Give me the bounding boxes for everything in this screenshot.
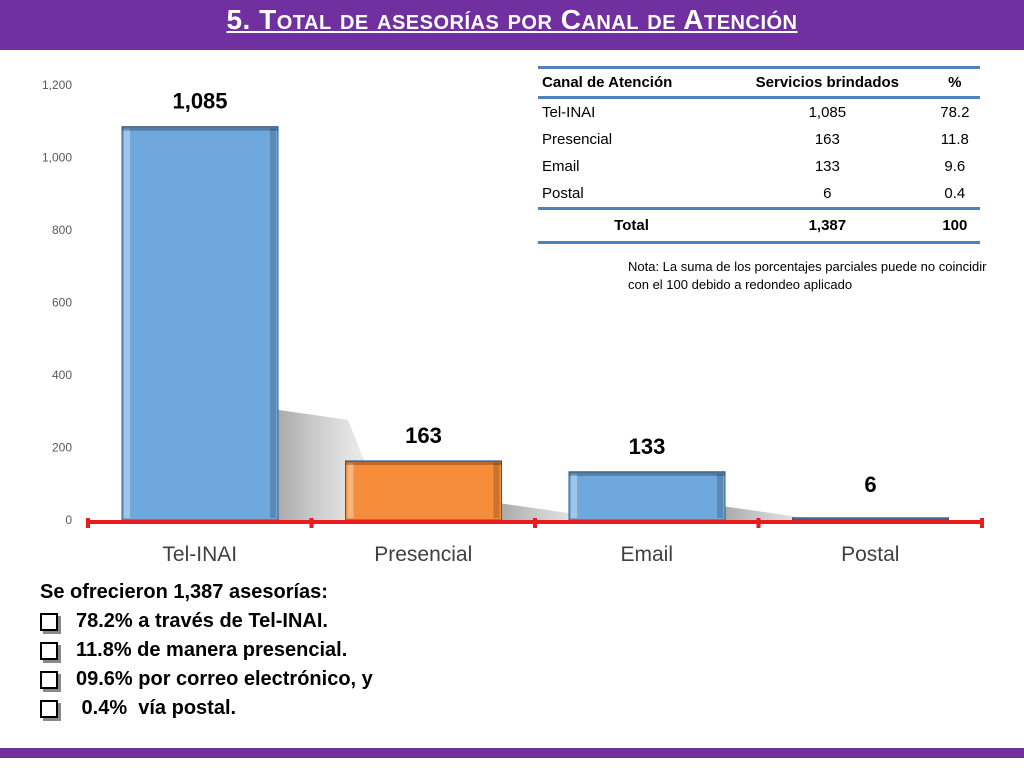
x-tick-label: Tel-INAI xyxy=(162,543,237,566)
y-tick-label: 1,200 xyxy=(42,78,72,92)
table-header-servicios: Servicios brindados xyxy=(725,66,930,99)
summary-bullet-text: 78.2% a través de Tel-INAI. xyxy=(76,610,328,632)
summary-bullet-text: 09.6% por correo electrónico, y xyxy=(76,668,373,690)
bottom-bar xyxy=(0,748,1024,758)
bar-bevel-top xyxy=(345,460,502,465)
table-cell: Tel-INAI xyxy=(542,104,596,121)
table-total-servicios: 1,387 xyxy=(725,207,930,244)
table-total-label: Total xyxy=(538,207,725,244)
y-tick-label: 200 xyxy=(52,441,72,455)
summary-bullet: 78.2% a través de Tel-INAI. xyxy=(40,607,373,636)
checkbox-bullet-icon xyxy=(40,699,58,718)
bar-chart: 0 200 400 600 800 1,000 1,200 1,085 163 133 6 Tel… xyxy=(42,78,984,566)
table-cell: 163 xyxy=(814,131,840,148)
table-total-row: Total 1,387 100 xyxy=(538,207,980,244)
data-label: 163 xyxy=(405,423,442,448)
data-table: Canal de Atención Servicios brindados % … xyxy=(538,66,980,244)
table-header-canal: Canal de Atención xyxy=(538,66,725,99)
table-cell: 9.6 xyxy=(944,158,966,175)
summary-bullet-text: 0.4% vía postal. xyxy=(76,697,237,719)
x-tick-label: Email xyxy=(620,543,673,566)
bar-bevel-right xyxy=(270,128,276,518)
bar-email xyxy=(568,471,726,521)
table-cell: 133 xyxy=(814,158,840,175)
data-label: 6 xyxy=(864,472,876,497)
table-cell: 1,085 xyxy=(808,104,847,121)
data-label: 1,085 xyxy=(172,89,227,114)
bar-bevel-left xyxy=(124,128,130,518)
bar-bevel-top xyxy=(792,517,949,522)
table-row: Email 133 9.6 xyxy=(538,153,980,180)
bar-bevel-top xyxy=(569,471,725,476)
table-row: Tel-INAI 1,085 78.2 xyxy=(538,98,980,127)
summary-bullet-text: 11.8% de manera presencial. xyxy=(76,639,348,661)
x-tick-label: Postal xyxy=(841,543,899,566)
summary: Se ofrecieron 1,387 asesorías: 78.2% a t… xyxy=(40,578,373,723)
table-cell: 0.4 xyxy=(944,185,966,202)
y-tick-label: 1,000 xyxy=(42,151,72,165)
bar-presencial xyxy=(345,460,502,521)
table-total-percent: 100 xyxy=(929,207,980,244)
bar-bevel-top xyxy=(122,126,278,131)
table-header-percent: % xyxy=(929,66,980,99)
table-cell: 78.2 xyxy=(940,104,970,121)
rounding-note: Nota: La suma de los porcentajes parcial… xyxy=(628,259,987,292)
summary-bullet: 11.8% de manera presencial. xyxy=(40,636,373,665)
bar-bevel-left xyxy=(571,473,577,518)
table-row: Presencial 163 11.8 xyxy=(538,126,980,153)
y-tick-label: 600 xyxy=(52,296,72,310)
data-label: 133 xyxy=(629,434,666,459)
table-cell: Presencial xyxy=(542,131,613,148)
summary-bullet: 0.4% vía postal. xyxy=(40,694,373,723)
bar-shadow xyxy=(725,506,835,520)
x-tick-label: Presencial xyxy=(374,543,472,566)
page-title: 5. Total de asesorías por Canal de Atenc… xyxy=(226,4,798,35)
summary-heading: Se ofrecieron 1,387 asesorías: xyxy=(40,581,328,603)
y-tick-label: 0 xyxy=(65,513,72,527)
bar-bevel-right xyxy=(717,473,723,518)
checkbox-bullet-icon xyxy=(40,670,58,689)
y-tick-label: 800 xyxy=(52,223,72,237)
table-cell: 11.8 xyxy=(940,131,969,148)
checkbox-bullet-icon xyxy=(40,612,58,631)
bar-bevel-left xyxy=(347,462,354,518)
table-cell: Postal xyxy=(542,185,584,202)
checkbox-bullet-icon xyxy=(40,641,58,660)
table-header-row: Canal de Atención Servicios brindados % xyxy=(538,66,980,99)
table-row: Postal 6 0.4 xyxy=(538,180,980,209)
summary-bullet: 09.6% por correo electrónico, y xyxy=(40,665,373,694)
title-bar xyxy=(0,0,1024,50)
bar-bevel-right xyxy=(493,462,500,518)
table-cell: 6 xyxy=(823,185,832,202)
bar-tel-inai xyxy=(121,126,279,521)
table-cell: Email xyxy=(542,158,580,175)
y-tick-label: 400 xyxy=(52,368,72,382)
